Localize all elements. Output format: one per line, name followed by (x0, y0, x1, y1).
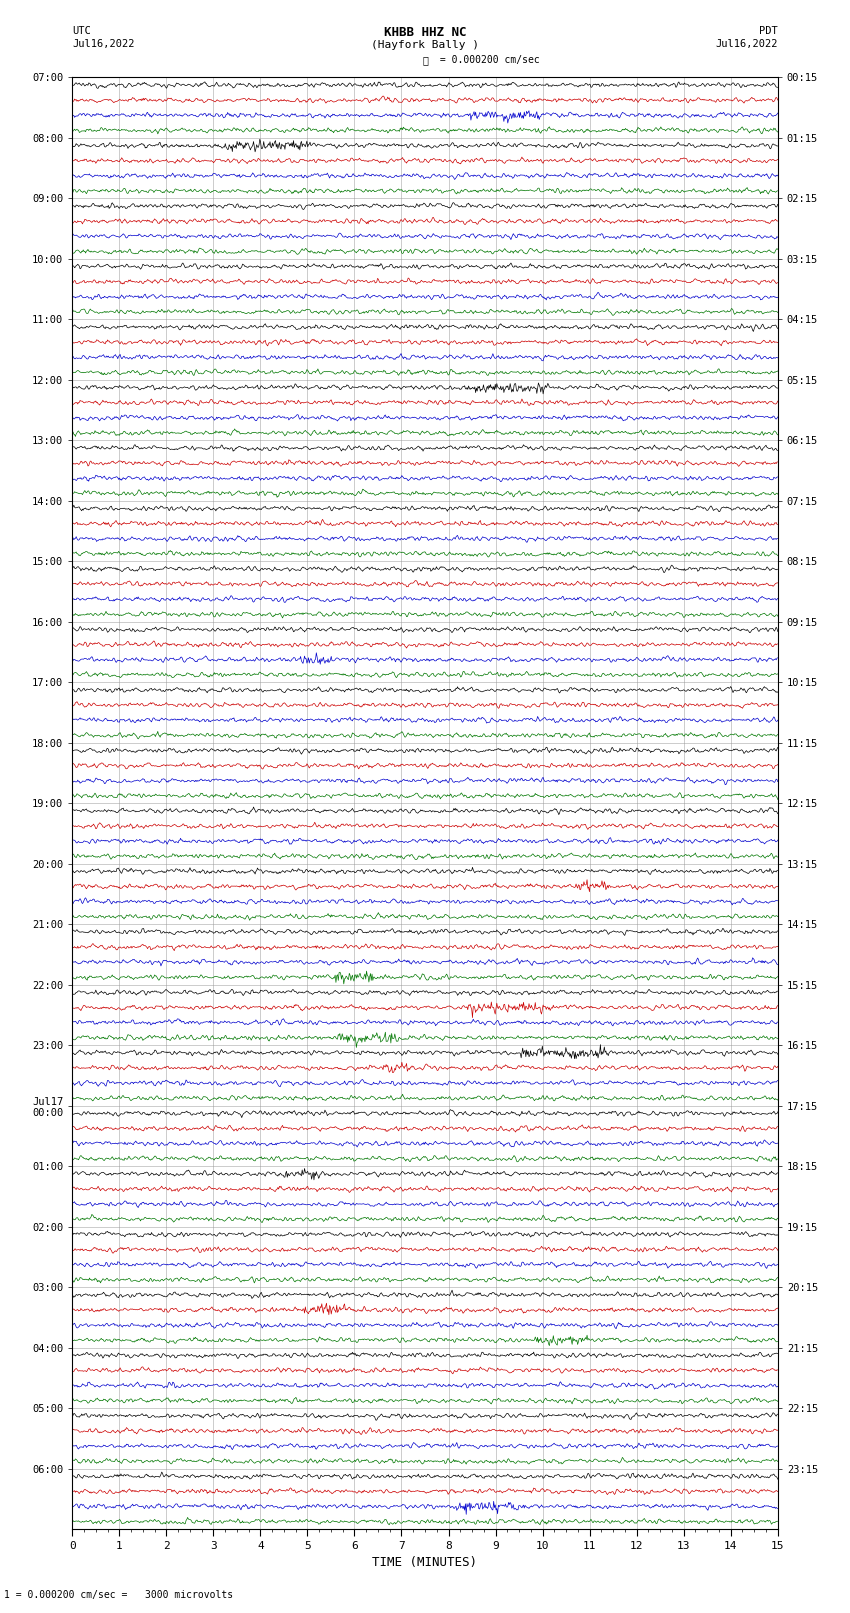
Text: (Hayfork Bally ): (Hayfork Bally ) (371, 40, 479, 50)
Text: 1 = 0.000200 cm/sec =   3000 microvolts: 1 = 0.000200 cm/sec = 3000 microvolts (4, 1590, 234, 1600)
Text: Jul16,2022: Jul16,2022 (715, 39, 778, 48)
Text: UTC: UTC (72, 26, 91, 35)
Text: PDT: PDT (759, 26, 778, 35)
Text: ⎸: ⎸ (422, 55, 428, 65)
Text: KHBB HHZ NC: KHBB HHZ NC (383, 26, 467, 39)
Text: Jul16,2022: Jul16,2022 (72, 39, 135, 48)
Text: = 0.000200 cm/sec: = 0.000200 cm/sec (434, 55, 539, 65)
X-axis label: TIME (MINUTES): TIME (MINUTES) (372, 1557, 478, 1569)
